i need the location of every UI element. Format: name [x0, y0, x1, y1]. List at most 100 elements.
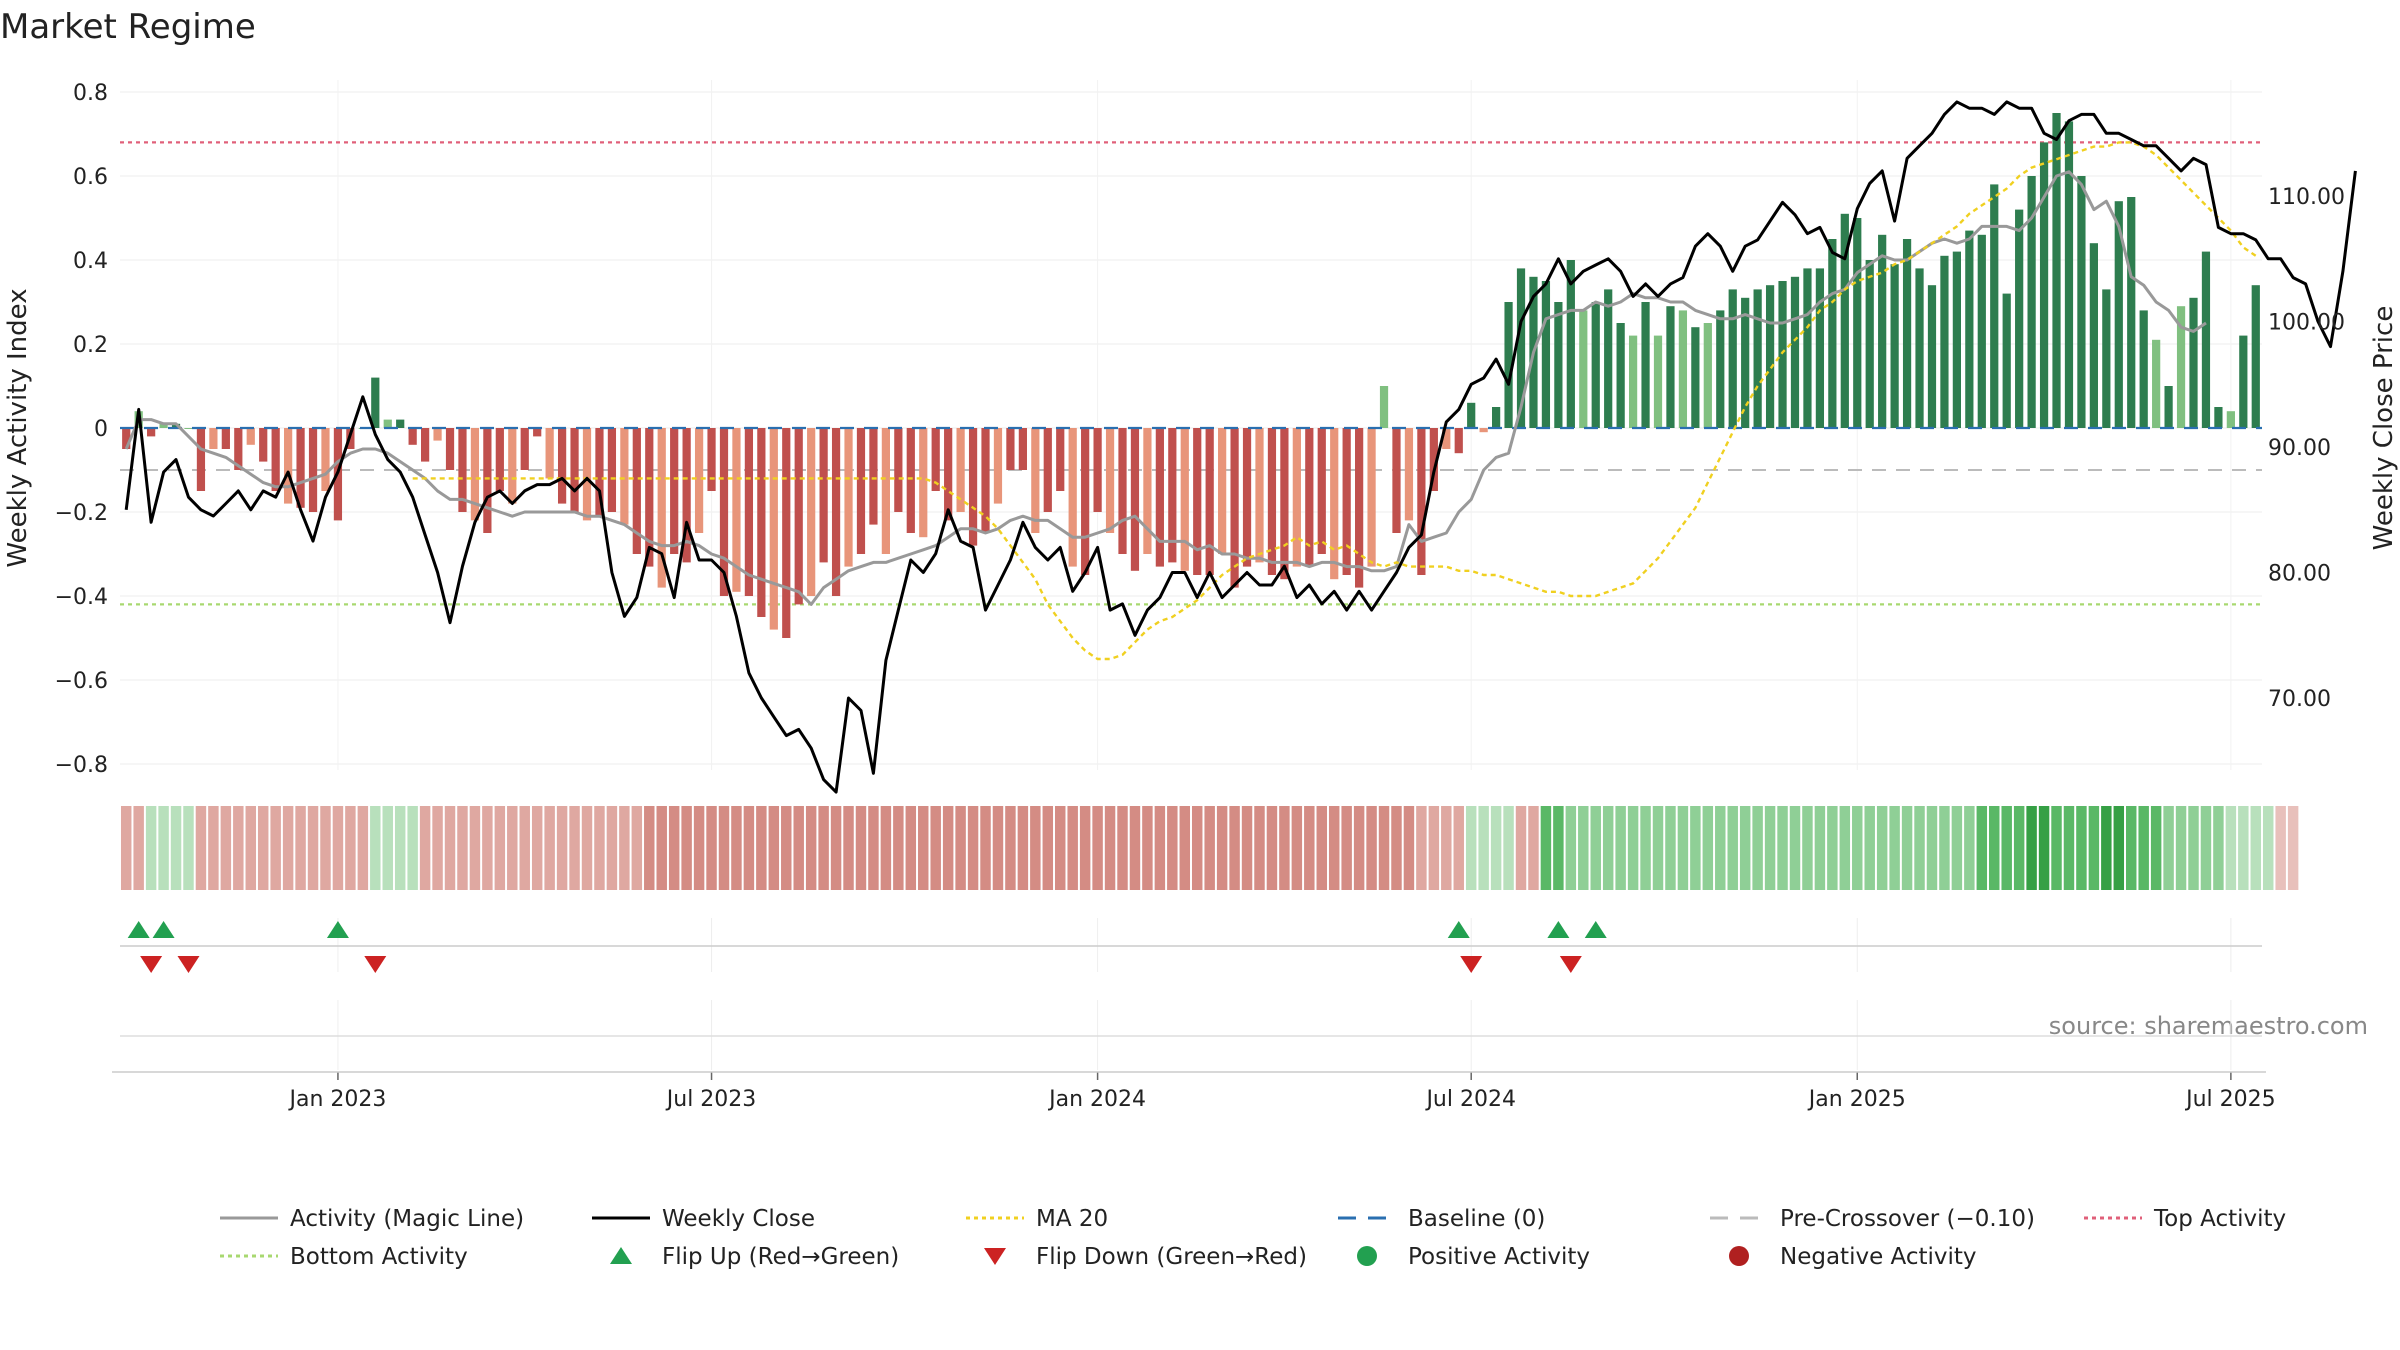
activity-bar: [1728, 289, 1737, 428]
activity-bar: [184, 428, 193, 429]
activity-bar: [2189, 297, 2198, 428]
regime-cell: [2001, 806, 2012, 890]
regime-cell: [880, 806, 892, 890]
regime-cell: [457, 806, 468, 890]
regime-cell: [394, 806, 406, 890]
regime-cell: [1789, 806, 1801, 890]
regime-cell: [569, 806, 580, 890]
activity-bar: [296, 428, 305, 508]
regime-cell: [2200, 806, 2212, 890]
activity-bar: [1653, 335, 1663, 428]
regime-cell: [1777, 806, 1788, 890]
x-tick-label: Jan 2025: [1807, 1087, 1906, 1112]
legend-label: Activity (Magic Line): [290, 1206, 524, 1232]
activity-bar: [620, 428, 629, 525]
regime-cell: [619, 806, 630, 890]
regime-cell: [2126, 806, 2137, 890]
activity-bar: [1043, 428, 1052, 512]
flip-markers: [120, 921, 2262, 973]
regime-cell: [1042, 806, 1054, 890]
legend-item: Top Activity: [2084, 1206, 2286, 1232]
regime-cell: [444, 806, 456, 890]
activity-bar: [2064, 121, 2074, 429]
regime-cell: [967, 806, 979, 890]
regime-cell: [1428, 806, 1440, 890]
activity-bar: [1417, 428, 1426, 575]
activity-bar: [1977, 234, 1986, 428]
regime-cell: [1241, 806, 1253, 890]
activity-bar: [246, 428, 255, 445]
y-tick-label-right: 100.00: [2268, 311, 2345, 336]
regime-cell: [195, 806, 207, 890]
regime-cell: [1005, 806, 1016, 890]
regime-cell: [1802, 806, 1813, 890]
activity-bar: [1118, 428, 1127, 554]
regime-cell: [606, 806, 618, 890]
activity-bar: [271, 428, 280, 491]
activity-bar: [196, 428, 206, 491]
regime-cell: [1453, 806, 1464, 890]
activity-bar: [607, 428, 617, 512]
legend-label: Positive Activity: [1408, 1244, 1590, 1270]
legend-item: Baseline (0): [1338, 1206, 1545, 1232]
activity-bar: [856, 428, 866, 554]
regime-cell: [1229, 806, 1240, 890]
activity-bar: [159, 423, 168, 428]
activity-bar: [981, 428, 990, 533]
activity-bar: [570, 428, 579, 512]
activity-bar: [321, 428, 330, 491]
y-tick-label-right: 70.00: [2268, 687, 2331, 712]
activity-bar: [1105, 428, 1115, 533]
activity-bar: [458, 428, 467, 512]
y-tick-label-left: 0: [94, 417, 108, 442]
axis-ticks: 0.8 0.6 0.4 0.2 0 −0.2 −0.4 −0.6 −0.8 110.00 100.0…: [55, 81, 2345, 1112]
activity-bar: [1292, 428, 1301, 567]
regime-cell: [145, 806, 157, 890]
activity-bar: [396, 419, 405, 428]
activity-bar: [993, 428, 1003, 504]
activity-bar: [1379, 386, 1389, 428]
flip-up-marker: [152, 921, 175, 938]
regime-cell: [120, 806, 132, 890]
activity-bar: [595, 428, 604, 517]
activity-bar: [1616, 323, 1625, 428]
regime-cell: [893, 806, 904, 890]
weekly-close-line: [124, 100, 2357, 794]
activity-bar: [881, 428, 890, 554]
legend-label: Negative Activity: [1780, 1244, 1977, 1270]
magic-line: [124, 170, 2207, 606]
activity-bar: [1628, 335, 1638, 428]
regime-cell: [2238, 806, 2249, 890]
regime-cell: [507, 806, 518, 890]
activity-bar: [956, 428, 965, 512]
regime-cell: [270, 806, 281, 890]
regime-cell: [2250, 806, 2262, 890]
regime-cell: [307, 806, 319, 890]
regime-cell: [1191, 806, 1203, 890]
regime-cell: [1939, 806, 1950, 890]
regime-cell: [382, 806, 393, 890]
activity-bar: [2251, 285, 2260, 428]
activity-bar: [1367, 428, 1376, 567]
regime-cell: [531, 806, 543, 890]
regime-cell: [1876, 806, 1888, 890]
regime-cell: [2101, 806, 2112, 890]
activity-bar: [1317, 428, 1326, 554]
regime-cell: [2175, 806, 2187, 890]
legend-label: Flip Down (Green→Red): [1036, 1244, 1307, 1270]
flip-up-marker: [1584, 921, 1607, 938]
regime-cell: [693, 806, 705, 890]
regime-cell: [1926, 806, 1938, 890]
regime-cell: [1490, 806, 1502, 890]
regime-cell: [1852, 806, 1863, 890]
activity-bar: [1454, 428, 1463, 454]
regime-cell: [282, 806, 294, 890]
activity-bar: [557, 428, 567, 504]
legend-item: Positive Activity: [1357, 1244, 1590, 1270]
activity-bar: [2102, 289, 2111, 428]
activity-bar: [1965, 230, 1974, 428]
activity-bar: [1492, 407, 1501, 428]
activity-bar: [1018, 428, 1027, 470]
regime-cell: [1665, 806, 1676, 890]
regime-cell: [1117, 806, 1128, 890]
